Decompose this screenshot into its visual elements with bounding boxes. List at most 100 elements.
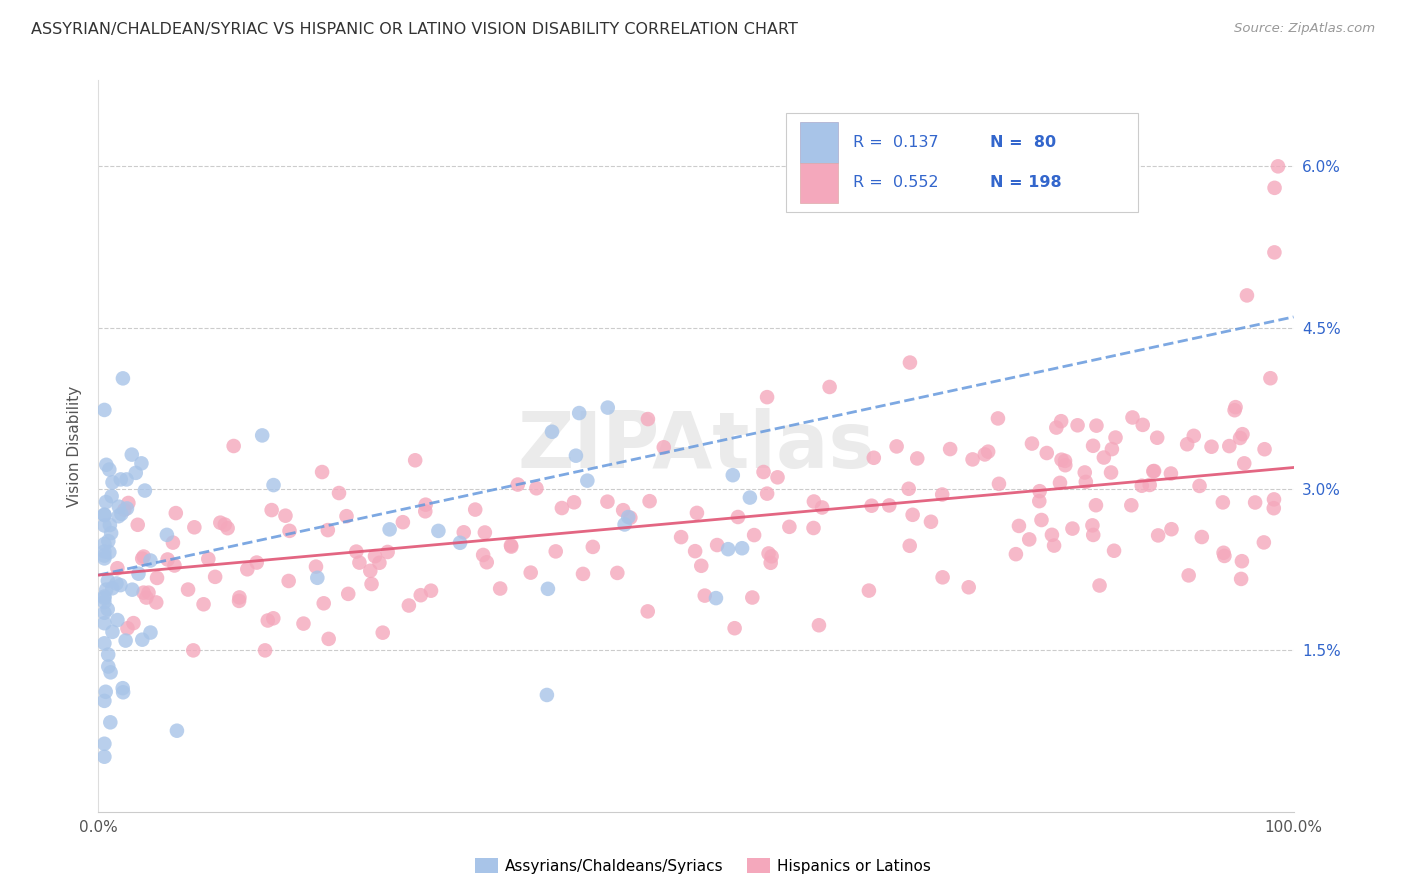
- Point: [101, 624, 124, 639]
- Point: [1253, 535, 1275, 549]
- Point: [860, 499, 883, 513]
- Point: [939, 442, 962, 456]
- Point: [898, 355, 921, 369]
- Point: [1031, 513, 1053, 527]
- Point: [96, 582, 118, 597]
- Point: [1160, 522, 1182, 536]
- Point: [807, 618, 830, 632]
- Point: [1008, 519, 1031, 533]
- Point: [1104, 431, 1126, 445]
- Point: [156, 528, 179, 542]
- Point: [1130, 479, 1153, 493]
- Point: [526, 481, 548, 495]
- Point: [263, 478, 285, 492]
- Point: [1074, 475, 1097, 489]
- Point: [1088, 578, 1111, 592]
- Point: [222, 439, 245, 453]
- Point: [1040, 528, 1063, 542]
- Point: [312, 596, 335, 610]
- Point: [392, 515, 415, 529]
- Point: [278, 524, 301, 538]
- Point: [761, 549, 783, 564]
- Point: [145, 595, 167, 609]
- Point: [536, 688, 558, 702]
- Point: [96, 458, 118, 472]
- Point: [637, 604, 659, 618]
- Point: [690, 558, 713, 573]
- Point: [97, 534, 120, 549]
- Point: [1264, 181, 1286, 195]
- Y-axis label: Vision Disability: Vision Disability: [67, 385, 83, 507]
- Point: [135, 591, 157, 605]
- Text: ZIPAtlas: ZIPAtlas: [517, 408, 875, 484]
- Point: [246, 556, 269, 570]
- Point: [475, 555, 498, 569]
- Point: [1263, 501, 1285, 516]
- Point: [1147, 528, 1170, 542]
- Point: [166, 723, 188, 738]
- Point: [156, 552, 179, 566]
- Point: [165, 506, 187, 520]
- Point: [1201, 440, 1223, 454]
- Point: [738, 491, 761, 505]
- Point: [544, 544, 567, 558]
- Point: [803, 521, 825, 535]
- Point: [181, 643, 204, 657]
- Point: [146, 571, 169, 585]
- Point: [139, 625, 162, 640]
- Point: [464, 502, 486, 516]
- Point: [683, 544, 706, 558]
- Point: [1175, 437, 1198, 451]
- Point: [214, 517, 236, 532]
- Point: [1132, 417, 1154, 432]
- Point: [93, 508, 115, 522]
- Point: [93, 590, 115, 604]
- Point: [1229, 431, 1251, 445]
- Text: Source: ZipAtlas.com: Source: ZipAtlas.com: [1234, 22, 1375, 36]
- Point: [1230, 572, 1253, 586]
- Point: [596, 401, 619, 415]
- Point: [1230, 554, 1253, 568]
- Point: [132, 549, 155, 564]
- Point: [501, 540, 523, 554]
- Point: [260, 503, 283, 517]
- Point: [93, 606, 115, 620]
- Point: [93, 544, 115, 558]
- Point: [177, 582, 200, 597]
- Point: [131, 456, 153, 470]
- Point: [254, 643, 277, 657]
- Point: [132, 585, 155, 599]
- Point: [139, 553, 162, 567]
- Point: [1036, 446, 1059, 460]
- Point: [987, 411, 1010, 425]
- Point: [727, 510, 749, 524]
- Point: [277, 574, 299, 588]
- Point: [897, 482, 920, 496]
- Point: [93, 636, 115, 650]
- Point: [112, 685, 135, 699]
- Point: [1084, 498, 1107, 512]
- Point: [328, 486, 350, 500]
- Point: [307, 571, 329, 585]
- Point: [115, 472, 138, 486]
- Point: [427, 524, 450, 538]
- Point: [1244, 495, 1267, 509]
- Point: [576, 474, 599, 488]
- Point: [803, 494, 825, 508]
- Point: [138, 585, 160, 599]
- Point: [1218, 439, 1240, 453]
- Point: [741, 591, 763, 605]
- Point: [1225, 400, 1247, 414]
- Point: [117, 621, 139, 635]
- Point: [931, 487, 953, 501]
- Point: [1054, 458, 1077, 473]
- Point: [1050, 452, 1073, 467]
- Point: [612, 503, 634, 517]
- Point: [117, 496, 139, 510]
- Point: [256, 614, 278, 628]
- Point: [931, 570, 953, 584]
- Point: [957, 580, 980, 594]
- Point: [1005, 547, 1028, 561]
- Point: [122, 616, 145, 631]
- Point: [98, 518, 121, 533]
